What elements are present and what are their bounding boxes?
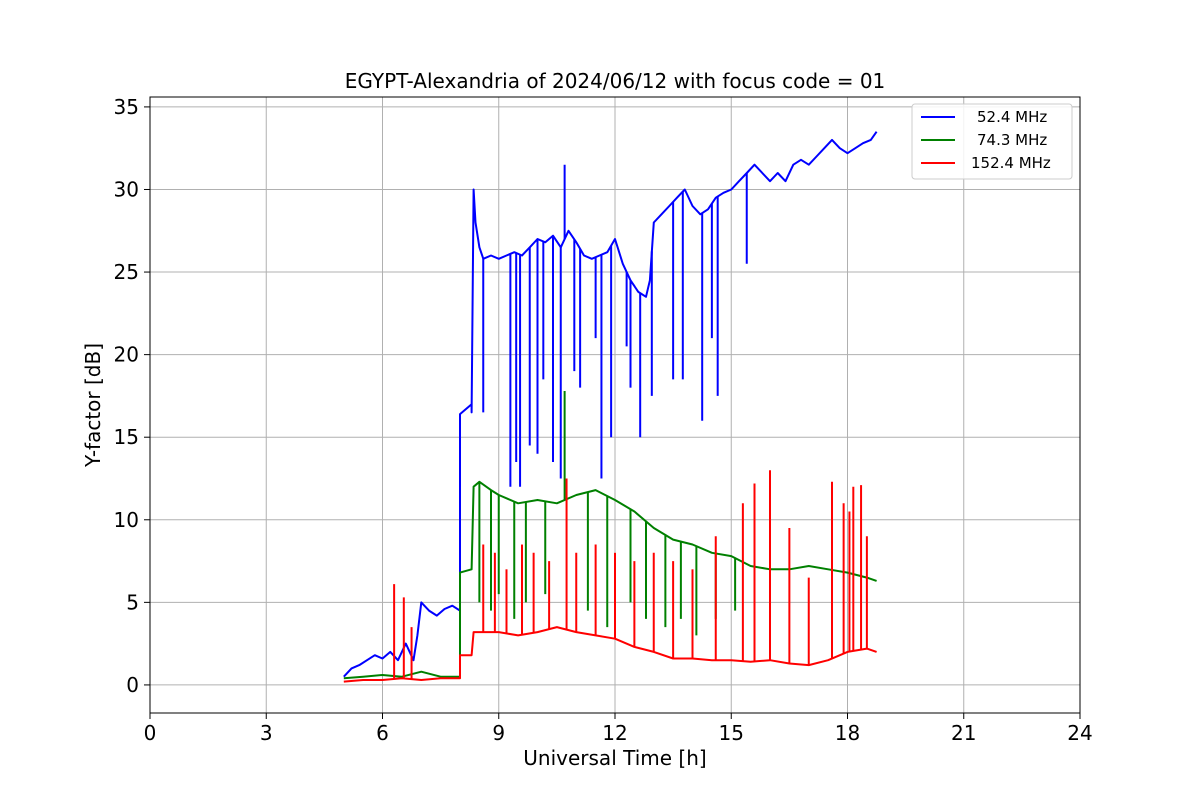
y-tick-label: 35 bbox=[114, 95, 139, 119]
x-axis-ticks: 0 3 6 9 12 15 18 21 24 bbox=[144, 713, 1093, 745]
series-152-4-mhz bbox=[343, 470, 877, 683]
y-tick-label: 5 bbox=[126, 590, 139, 614]
series-74-3-mhz bbox=[343, 390, 877, 680]
x-axis-label: Universal Time [h] bbox=[523, 746, 706, 770]
y-axis-ticks: 0 5 10 15 20 25 30 35 bbox=[114, 95, 150, 697]
y-tick-label: 10 bbox=[114, 508, 139, 532]
x-tick-label: 9 bbox=[492, 721, 505, 745]
y-axis-label: Y-factor [dB] bbox=[81, 343, 105, 468]
chart-title: EGYPT-Alexandria of 2024/06/12 with focu… bbox=[345, 69, 886, 93]
x-tick-label: 21 bbox=[951, 721, 976, 745]
series-line-74-3-mhz bbox=[343, 480, 877, 680]
x-tick-label: 15 bbox=[719, 721, 744, 745]
y-tick-label: 20 bbox=[114, 343, 139, 367]
y-tick-label: 30 bbox=[114, 177, 139, 201]
series-layer bbox=[343, 131, 878, 683]
legend-label-74-mhz: 74.3 MHz bbox=[977, 131, 1047, 149]
x-tick-label: 18 bbox=[835, 721, 860, 745]
legend-label-152-mhz: 152.4 MHz bbox=[971, 154, 1051, 172]
y-tick-label: 0 bbox=[126, 673, 139, 697]
legend-box bbox=[911, 103, 1073, 180]
y-tick-label: 15 bbox=[114, 425, 139, 449]
legend-label-52-mhz: 52.4 MHz bbox=[977, 108, 1047, 126]
x-tick-label: 6 bbox=[376, 721, 389, 745]
x-tick-label: 0 bbox=[144, 721, 157, 745]
x-tick-label: 3 bbox=[260, 721, 273, 745]
series-line-52-4-mhz bbox=[343, 131, 878, 678]
legend: 52.4 MHz 74.3 MHz 152.4 MHz bbox=[911, 103, 1073, 180]
series-52-4-mhz bbox=[343, 131, 878, 678]
series-line-152-4-mhz bbox=[343, 626, 877, 683]
y-tick-label: 25 bbox=[114, 260, 139, 284]
x-tick-label: 12 bbox=[602, 721, 627, 745]
x-tick-label: 24 bbox=[1067, 721, 1092, 745]
